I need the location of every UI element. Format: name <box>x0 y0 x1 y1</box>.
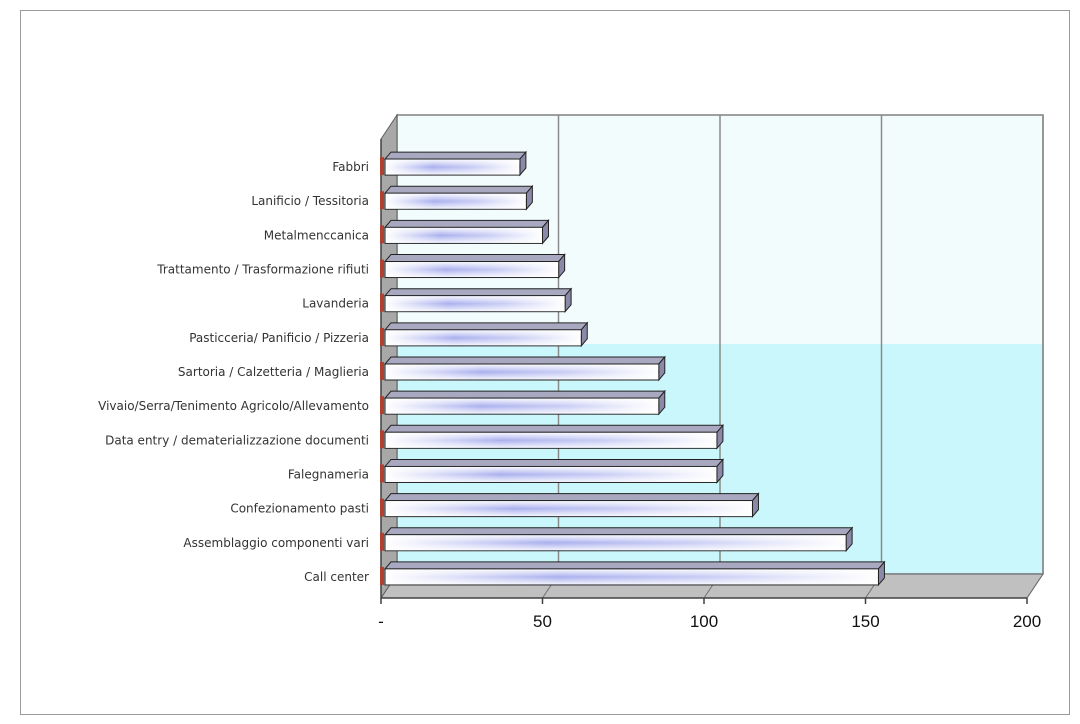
bar-axis-accent <box>380 498 384 517</box>
bar-axis-accent <box>380 225 384 244</box>
bar <box>380 184 534 211</box>
category-label: Data entry / dematerializzazione documen… <box>105 433 369 447</box>
chart-frame: Fabbri Lanificio / Tessitoria Metalmenccan… <box>20 10 1070 715</box>
bar-highlight <box>385 466 717 482</box>
bar-highlight <box>385 159 520 175</box>
bar <box>380 253 566 279</box>
bar-top-face <box>383 356 666 365</box>
x-tick-label: 150 <box>851 612 879 631</box>
bar <box>380 423 725 450</box>
bar <box>380 389 666 416</box>
bar-highlight <box>385 569 878 585</box>
category-label: Lavanderia <box>302 297 369 311</box>
category-label: Confezionamento pasti <box>230 502 369 516</box>
bar-top-face <box>383 493 760 502</box>
bar-top-face <box>383 527 854 536</box>
category-label: Sartoria / Calzetteria / Maglieria <box>178 365 369 379</box>
bar-top-face <box>383 288 573 297</box>
bar <box>380 321 589 348</box>
bar-top-face <box>383 219 550 228</box>
bar-highlight <box>385 262 559 278</box>
bar <box>380 150 527 177</box>
bar-axis-accent <box>380 396 384 415</box>
bar <box>380 492 760 518</box>
bar-top-face <box>383 151 527 160</box>
bar <box>380 287 573 314</box>
bar-highlight <box>385 535 846 551</box>
category-label: Call center <box>304 570 369 584</box>
bar-axis-accent <box>380 362 384 380</box>
bar-highlight <box>385 364 659 380</box>
bar <box>380 526 854 553</box>
category-label: Vivaio/Serra/Tenimento Agricolo/Allevame… <box>98 399 369 413</box>
category-labels: Fabbri Lanificio / Tessitoria Metalmenccan… <box>98 160 369 584</box>
bar-axis-accent <box>380 327 384 346</box>
category-label: Metalmenccanica <box>264 228 369 242</box>
bar-axis-accent <box>380 157 384 176</box>
bar-highlight <box>385 330 581 346</box>
bar-top-face <box>383 561 886 570</box>
bar-highlight <box>385 296 565 312</box>
bar-top-face <box>383 185 534 194</box>
bar-axis-accent <box>380 259 384 278</box>
bar-top-face <box>383 390 666 399</box>
bar-axis-accent <box>380 532 384 551</box>
category-label: Lanificio / Tessitoria <box>251 194 369 208</box>
x-tick-label: - <box>378 612 384 631</box>
x-axis: - 50 100 150 200 <box>378 597 1041 631</box>
bar <box>380 355 666 382</box>
x-tick-label: 100 <box>690 612 718 631</box>
bar-top-face <box>383 458 725 467</box>
category-label: Fabbri <box>332 160 369 174</box>
bar-axis-accent <box>380 566 384 585</box>
floor-gridline <box>1026 573 1044 599</box>
bar-top-face <box>383 254 566 263</box>
x-tick-label: 200 <box>1013 612 1041 631</box>
bar-chart: Fabbri Lanificio / Tessitoria Metalmenccan… <box>98 113 1044 631</box>
category-label: Trattamento / Trasformazione rifiuti <box>156 263 369 277</box>
bar-highlight <box>385 398 659 414</box>
bar <box>380 219 550 245</box>
category-label: Assemblaggio componenti vari <box>183 536 369 550</box>
category-label: Pasticceria/ Panificio / Pizzeria <box>189 331 369 345</box>
bar-top-face <box>383 322 589 331</box>
bars <box>380 150 886 587</box>
bar <box>380 560 886 587</box>
bar-axis-accent <box>380 293 384 312</box>
bar-axis-accent <box>380 430 384 449</box>
bar-highlight <box>385 432 717 448</box>
category-label: Falegnameria <box>288 467 369 481</box>
bar-highlight <box>385 193 526 209</box>
bar-axis-accent <box>380 464 384 483</box>
bar-highlight <box>385 501 752 517</box>
bar <box>380 458 725 484</box>
bar-axis-accent <box>380 191 384 210</box>
bar-top-face <box>383 424 725 433</box>
bar-highlight <box>385 227 542 243</box>
x-tick-label: 50 <box>533 612 552 631</box>
